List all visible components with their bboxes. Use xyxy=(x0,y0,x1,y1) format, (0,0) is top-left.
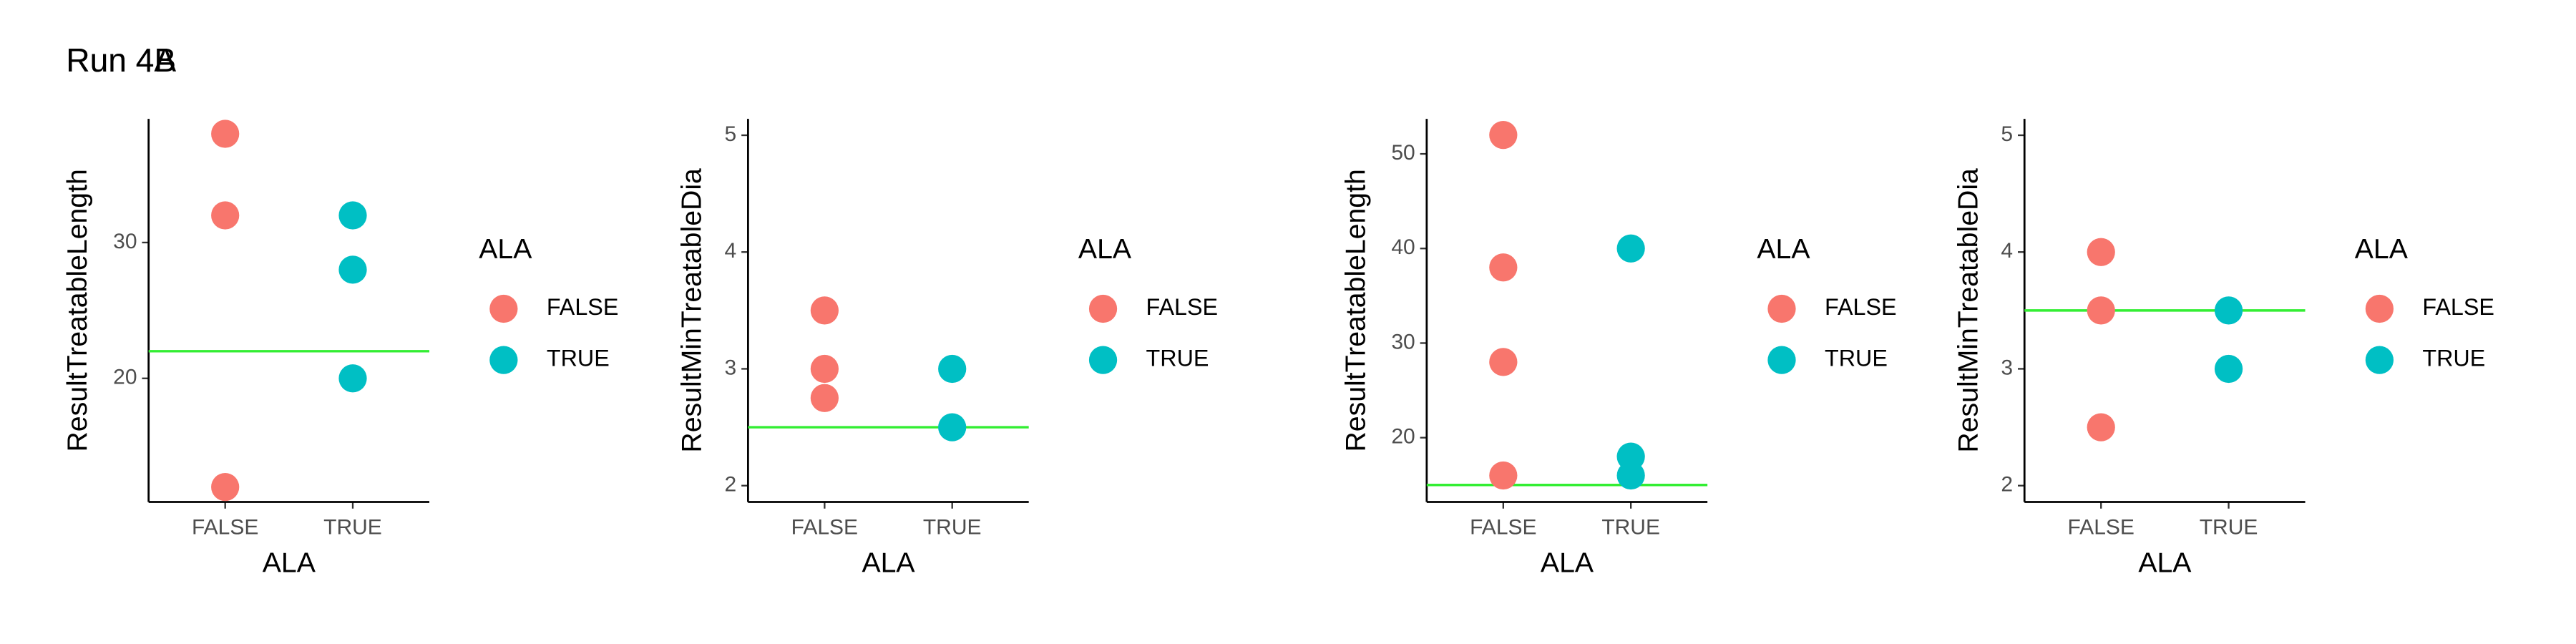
legend-swatch xyxy=(2365,346,2394,374)
legend-swatch xyxy=(2365,294,2394,323)
legend-label: TRUE xyxy=(1825,346,1888,371)
y-axis-title: ResultTreatableLength xyxy=(1340,169,1371,452)
x-tick-label: FALSE xyxy=(1470,515,1536,539)
x-tick-label: FALSE xyxy=(192,515,258,539)
legend-title: ALA xyxy=(479,233,532,265)
point xyxy=(1489,348,1518,376)
x-axis-title: ALA xyxy=(1541,547,1594,579)
point xyxy=(338,201,367,230)
legend-title: ALA xyxy=(1757,233,1810,265)
point xyxy=(810,384,839,412)
point xyxy=(1616,234,1645,263)
x-tick-label: TRUE xyxy=(923,515,982,539)
point xyxy=(938,413,967,441)
point xyxy=(211,201,240,230)
y-tick-label: 20 xyxy=(113,366,137,389)
y-tick-label: 3 xyxy=(725,356,737,379)
point xyxy=(1489,461,1518,490)
panel-title: Run 4A xyxy=(66,42,176,79)
x-tick-label: TRUE xyxy=(323,515,382,539)
legend-swatch xyxy=(489,294,518,323)
legend-swatch xyxy=(1088,346,1118,374)
x-tick-label: FALSE xyxy=(2068,515,2135,539)
y-axis-title: ResultMinTreatableDia xyxy=(1952,168,1984,453)
legend-label: FALSE xyxy=(1825,294,1897,320)
y-tick-label: 30 xyxy=(113,230,137,253)
y-tick-label: 3 xyxy=(2001,356,2013,379)
legend-swatch xyxy=(489,346,518,374)
point xyxy=(1616,461,1645,490)
legend-label: TRUE xyxy=(2422,346,2485,371)
legend-swatch xyxy=(1767,294,1796,323)
point xyxy=(938,354,967,384)
y-tick-label: 2 xyxy=(725,473,737,497)
legend-title: ALA xyxy=(1078,233,1132,265)
point xyxy=(810,354,839,384)
point xyxy=(810,296,839,325)
point xyxy=(211,473,240,502)
y-tick-label: 20 xyxy=(1391,425,1415,449)
point xyxy=(2214,296,2243,325)
point xyxy=(2087,238,2115,266)
y-tick-label: 4 xyxy=(725,239,737,263)
legend-title: ALA xyxy=(2355,233,2409,265)
y-axis-title: ResultMinTreatableDia xyxy=(676,168,708,453)
y-tick-label: 5 xyxy=(725,122,737,146)
legend-swatch xyxy=(1767,346,1796,374)
x-tick-label: TRUE xyxy=(1601,515,1660,539)
y-tick-label: 4 xyxy=(2001,239,2013,263)
x-axis-title: ALA xyxy=(862,547,915,579)
legend-label: FALSE xyxy=(1146,294,1219,320)
panel-title: Run 4B xyxy=(66,42,176,79)
x-axis-title: ALA xyxy=(263,547,316,579)
point xyxy=(2214,354,2243,384)
x-axis-title: ALA xyxy=(2138,547,2192,579)
y-tick-label: 2 xyxy=(2001,473,2013,497)
x-tick-label: TRUE xyxy=(2200,515,2258,539)
point xyxy=(211,119,240,148)
point xyxy=(2087,296,2115,325)
y-tick-label: 5 xyxy=(2001,122,2013,146)
legend-label: TRUE xyxy=(547,346,610,371)
point xyxy=(338,255,367,284)
point xyxy=(1489,253,1518,282)
y-tick-label: 30 xyxy=(1391,330,1415,353)
point xyxy=(338,364,367,393)
legend-label: TRUE xyxy=(1146,346,1209,371)
legend-label: FALSE xyxy=(2422,294,2494,320)
y-tick-label: 50 xyxy=(1391,141,1415,165)
point xyxy=(2087,413,2115,441)
point xyxy=(1489,121,1518,150)
y-axis-title: ResultTreatableLength xyxy=(62,169,93,452)
x-tick-label: FALSE xyxy=(791,515,858,539)
legend-swatch xyxy=(1088,294,1118,323)
y-tick-label: 40 xyxy=(1391,235,1415,259)
legend-label: FALSE xyxy=(547,294,619,320)
